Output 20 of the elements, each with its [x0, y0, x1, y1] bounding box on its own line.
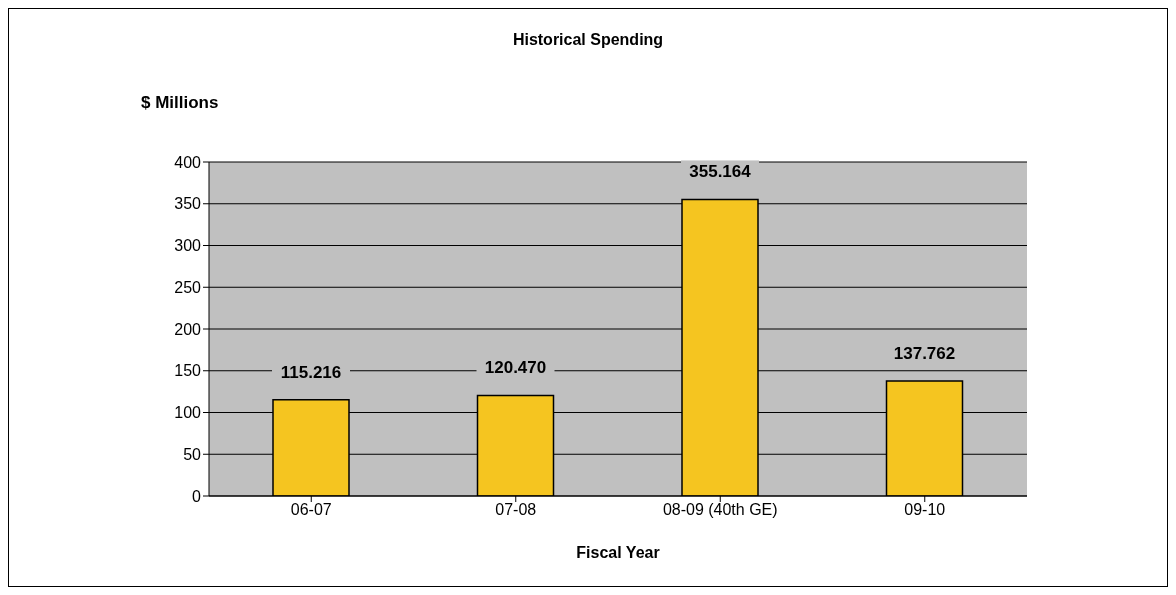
data-label: 115.216	[280, 362, 342, 382]
x-axis-title: Fiscal Year	[576, 544, 660, 561]
data-label: 137.762	[893, 343, 956, 363]
x-tick-label: 09-10	[904, 501, 946, 519]
x-tick-label: 07-08	[495, 501, 537, 519]
y-tick-label: 400	[174, 153, 202, 171]
y-tick-label: 50	[183, 445, 202, 463]
y-tick-label: 250	[174, 278, 202, 296]
data-label: 355.164	[689, 162, 752, 182]
data-label: 120.470	[484, 358, 547, 378]
y-tick-label: 300	[174, 237, 202, 255]
x-tick-label: 08-09 (40th GE)	[662, 501, 778, 519]
y-axis-title: $ Millions	[141, 93, 219, 113]
y-tick-label: 200	[174, 320, 202, 338]
y-tick-label: 100	[174, 404, 202, 422]
chart-title: Historical Spending	[511, 31, 665, 49]
y-tick-label: 350	[174, 195, 202, 213]
y-tick-label: 150	[174, 362, 202, 380]
y-tick-label: 0	[192, 487, 202, 505]
x-tick-label: 06-07	[290, 501, 332, 519]
